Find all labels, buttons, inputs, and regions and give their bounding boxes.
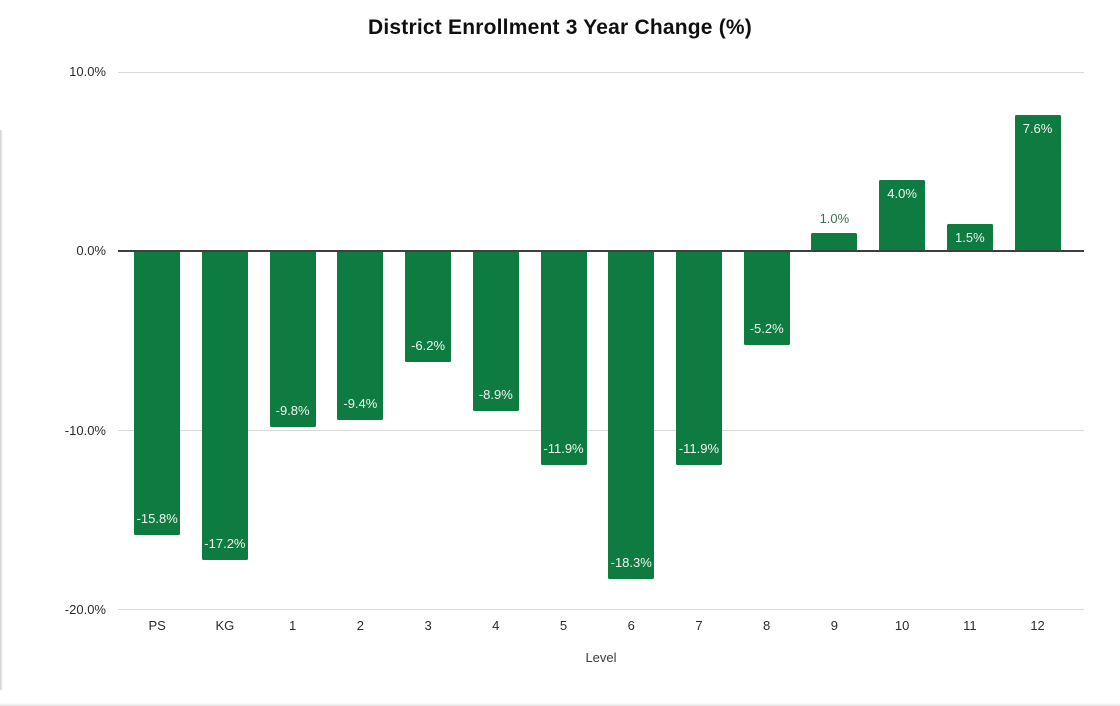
bar-value-label: -6.2%	[411, 338, 446, 354]
x-tick-6: 6	[627, 618, 635, 633]
bar-PS	[134, 251, 181, 535]
scan-artifact-left-edge	[0, 130, 3, 690]
x-tick-PS: PS	[148, 618, 166, 633]
x-tick-9: 9	[830, 618, 838, 633]
bar-value-label: -15.8%	[136, 510, 178, 526]
bar-9	[811, 233, 858, 252]
bar-3	[405, 251, 452, 363]
bar-KG	[201, 251, 248, 560]
bar-value-label: -8.9%	[478, 386, 513, 402]
bar-7	[675, 251, 722, 465]
grid-line--20.0%	[118, 609, 1084, 611]
bar-10	[879, 179, 926, 252]
y-tick-label: -20.0%	[64, 601, 106, 617]
bar-1	[269, 251, 316, 428]
bar-value-label: -17.2%	[204, 535, 246, 551]
x-tick-3: 3	[424, 618, 432, 633]
bar-6	[608, 251, 655, 580]
x-tick-11: 11	[963, 618, 977, 633]
x-tick-12: 12	[1030, 618, 1045, 633]
bar-4	[472, 251, 519, 411]
bar-value-label: 1.0%	[819, 211, 850, 227]
x-tick-10: 10	[894, 618, 910, 633]
x-tick-KG: KG	[215, 618, 235, 633]
x-tick-5: 5	[559, 618, 568, 633]
bar-value-label: -11.9%	[543, 440, 584, 456]
bar-2	[337, 251, 384, 420]
bar-11	[946, 224, 993, 252]
bar-value-label: 1.5%	[955, 230, 985, 246]
x-tick-4: 4	[492, 618, 500, 633]
bar-value-label: -11.9%	[678, 440, 720, 456]
chart-title: District Enrollment 3 Year Change (%)	[368, 16, 752, 39]
x-axis-title: Level	[585, 650, 617, 665]
y-tick-label: 10.0%	[69, 64, 106, 79]
grid-line-10.0%	[118, 71, 1084, 73]
bar-value-label: -5.2%	[749, 320, 784, 336]
bar-8	[743, 251, 790, 345]
bar-12	[1014, 115, 1061, 252]
x-tick-2: 2	[356, 618, 364, 633]
bar-value-label: 4.0%	[887, 185, 917, 201]
grid-line--10.0%	[118, 430, 1084, 432]
x-tick-7: 7	[695, 618, 703, 633]
y-tick-label: 0.0%	[76, 243, 106, 259]
bar-5	[540, 251, 587, 465]
bar-value-label: -18.3%	[610, 555, 652, 571]
zero-axis-line	[118, 250, 1084, 253]
y-tick-label: -10.0%	[64, 422, 106, 438]
x-tick-8: 8	[763, 618, 771, 633]
bar-value-label: 7.6%	[1022, 121, 1053, 137]
bar-value-label: -9.8%	[275, 403, 310, 419]
x-tick-1: 1	[289, 618, 297, 633]
bar-value-label: -9.4%	[343, 395, 378, 411]
scan-artifact-bottom-edge	[0, 703, 1120, 706]
